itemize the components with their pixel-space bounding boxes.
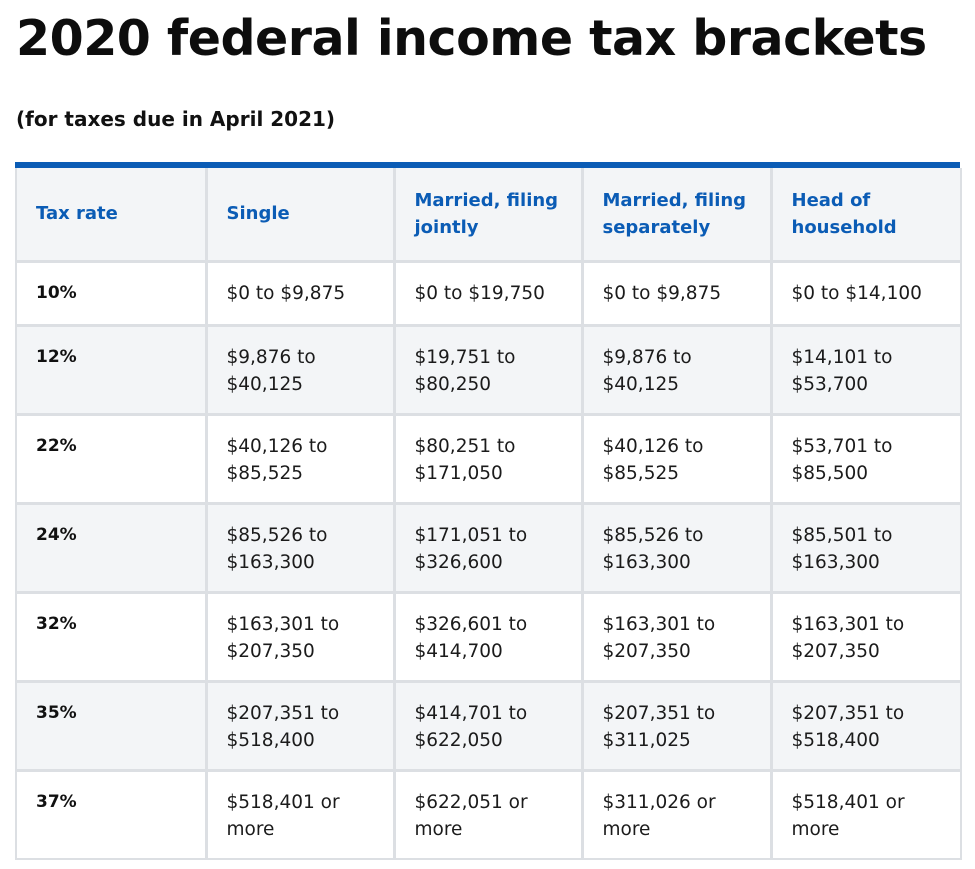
- column-header-married-jointly: Married, filing jointly: [394, 168, 584, 261]
- tax-brackets-table-container: Tax rate Single Married, filing jointly …: [15, 162, 962, 860]
- single-range-cell: $0 to $9,875: [206, 261, 396, 325]
- page-title: 2020 federal income tax brackets: [16, 10, 927, 67]
- married-separately-range-cell: $9,876 to $40,125: [582, 325, 773, 414]
- tax-rate-cell: 10%: [16, 261, 208, 325]
- table-row: 12% $9,876 to $40,125 $19,751 to $80,250…: [16, 325, 961, 414]
- married-separately-range-cell: $40,126 to $85,525: [582, 414, 773, 503]
- married-separately-range-cell: $207,351 to $311,025: [582, 681, 773, 770]
- married-jointly-range-cell: $414,701 to $622,050: [394, 681, 584, 770]
- table-row: 32% $163,301 to $207,350 $326,601 to $41…: [16, 592, 961, 681]
- column-header-tax-rate: Tax rate: [16, 168, 208, 261]
- head-of-household-range-cell: $0 to $14,100: [791, 282, 922, 304]
- tax-rate-cell: 37%: [16, 770, 208, 859]
- tax-rate-cell: 22%: [16, 414, 208, 503]
- married-jointly-range-cell: $171,051 to $326,600: [394, 503, 584, 592]
- table-body: 10% $0 to $9,875 $0 to $19,750 $0 to $9,…: [16, 261, 961, 859]
- tax-rate-cell: 32%: [16, 592, 208, 681]
- head-of-household-range-cell: $53,701 to $85,500: [791, 435, 893, 484]
- married-separately-range-cell: $311,026 or more: [582, 770, 773, 859]
- married-jointly-range-cell: $622,051 or more: [394, 770, 584, 859]
- head-of-household-range-cell: $207,351 to $518,400: [791, 702, 905, 751]
- table-row: 10% $0 to $9,875 $0 to $19,750 $0 to $9,…: [16, 261, 961, 325]
- tax-rate-cell: 24%: [16, 503, 208, 592]
- tax-brackets-table: Tax rate Single Married, filing jointly …: [15, 168, 962, 860]
- single-range-cell: $207,351 to $518,400: [206, 681, 396, 770]
- single-range-cell: $163,301 to $207,350: [206, 592, 396, 681]
- married-separately-range-cell: $163,301 to $207,350: [582, 592, 773, 681]
- tax-rate-cell: 12%: [16, 325, 208, 414]
- column-header-single: Single: [206, 168, 396, 261]
- column-header-married-separately: Married, filing separately: [582, 168, 773, 261]
- married-separately-range-cell: $85,526 to $163,300: [582, 503, 773, 592]
- column-header-head-of-household: Head of household: [791, 189, 897, 238]
- single-range-cell: $9,876 to $40,125: [206, 325, 396, 414]
- married-separately-range-cell: $0 to $9,875: [582, 261, 773, 325]
- table-header: Tax rate Single Married, filing jointly …: [16, 168, 961, 261]
- head-of-household-range-cell: $163,301 to $207,350: [791, 613, 905, 662]
- table-row: 22% $40,126 to $85,525 $80,251 to $171,0…: [16, 414, 961, 503]
- table-row: 24% $85,526 to $163,300 $171,051 to $326…: [16, 503, 961, 592]
- table-header-row: Tax rate Single Married, filing jointly …: [16, 168, 961, 261]
- head-of-household-range-cell: $14,101 to $53,700: [791, 346, 893, 395]
- tax-rate-cell: 35%: [16, 681, 208, 770]
- married-jointly-range-cell: $80,251 to $171,050: [394, 414, 584, 503]
- single-range-cell: $85,526 to $163,300: [206, 503, 396, 592]
- page-subtitle: (for taxes due in April 2021): [16, 107, 336, 131]
- single-range-cell: $518,401 or more: [206, 770, 396, 859]
- head-of-household-range-cell: $85,501 to $163,300: [791, 524, 893, 573]
- single-range-cell: $40,126 to $85,525: [206, 414, 396, 503]
- married-jointly-range-cell: $0 to $19,750: [394, 261, 584, 325]
- table-row: 35% $207,351 to $518,400 $414,701 to $62…: [16, 681, 961, 770]
- married-jointly-range-cell: $326,601 to $414,700: [394, 592, 584, 681]
- head-of-household-range-cell: $518,401 or more: [791, 791, 905, 840]
- married-jointly-range-cell: $19,751 to $80,250: [394, 325, 584, 414]
- table-row: 37% $518,401 or more $622,051 or more $3…: [16, 770, 961, 859]
